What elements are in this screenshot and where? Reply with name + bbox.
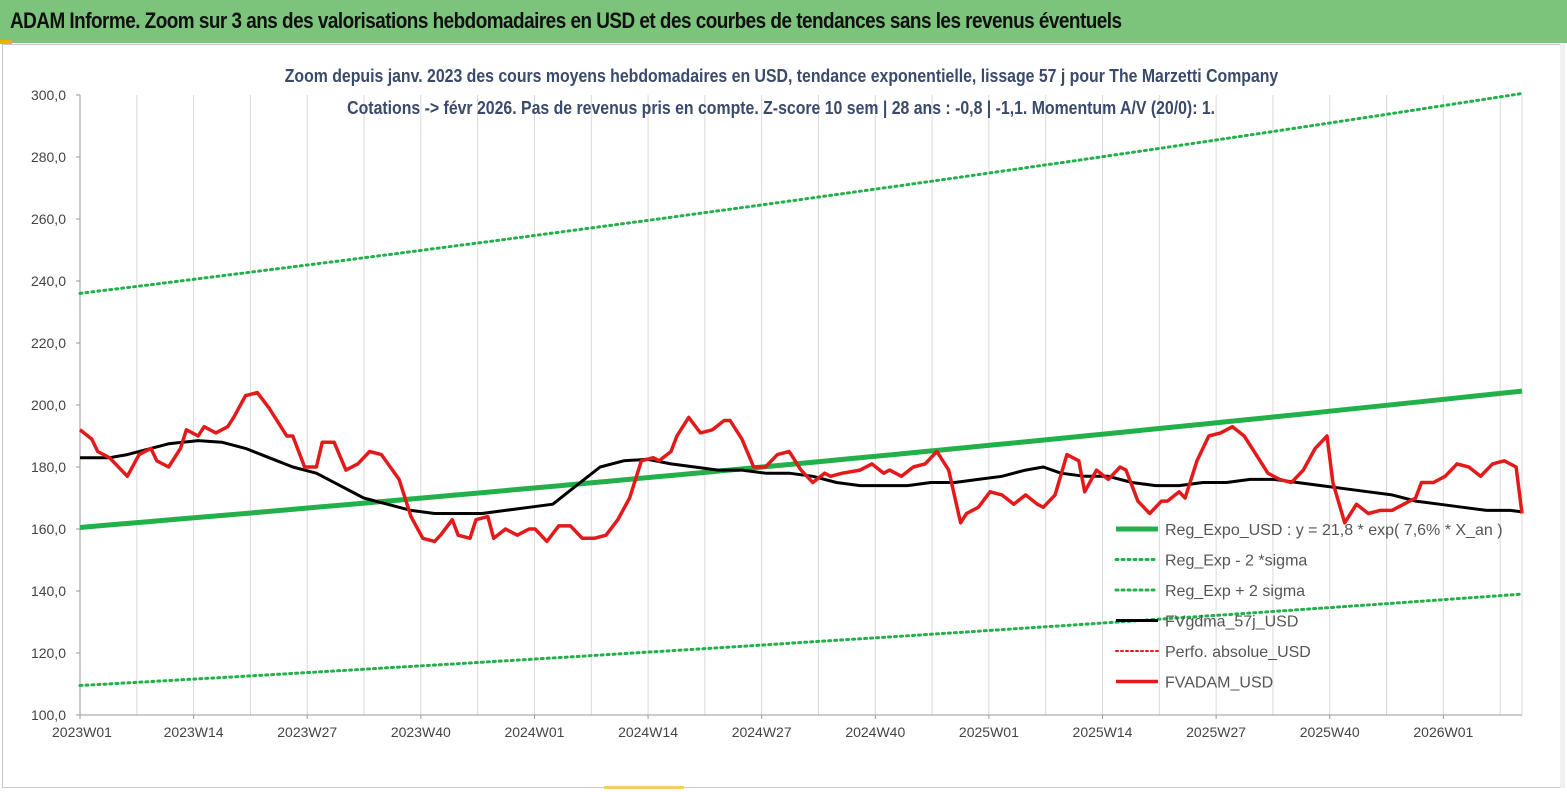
y-tick-label: 200,0 — [31, 397, 66, 413]
chart-title-line-1: Zoom depuis janv. 2023 des cours moyens … — [284, 66, 1278, 86]
legend-label: Reg_Exp - 2 *sigma — [1165, 553, 1307, 570]
x-tick-label: 2026W01 — [1413, 724, 1473, 740]
x-tick-label: 2023W14 — [164, 724, 224, 740]
x-tick-label: 2024W01 — [504, 724, 564, 740]
banner — [0, 0, 1567, 43]
x-tick-label: 2025W40 — [1300, 724, 1360, 740]
y-tick-label: 260,0 — [31, 211, 66, 227]
series — [78, 92, 1524, 687]
y-tick-label: 140,0 — [31, 583, 66, 599]
grid — [79, 95, 1523, 715]
series-exp-trend — [79, 388, 1523, 530]
banner-title: ADAM Informe. Zoom sur 3 ans des valoris… — [10, 8, 1122, 33]
legend-label: Reg_Expo_USD : y = 21,8 * exp( 7,6% * X_… — [1165, 522, 1503, 539]
legend-label: FVgdma_57j_USD — [1165, 614, 1298, 631]
banner-accent — [0, 40, 12, 44]
x-tick-label: 2025W01 — [959, 724, 1019, 740]
x-tick-label: 2024W14 — [618, 724, 678, 740]
bottom-accent — [604, 786, 684, 789]
series-upper-band — [78, 92, 1524, 295]
right-edge-shading — [1560, 44, 1565, 788]
y-tick-label: 240,0 — [31, 273, 66, 289]
axes: 100,0 120,0 140,0 160,0 180,0 200,0 220,0 240,0… — [31, 87, 1522, 740]
series-lower-band — [78, 592, 1524, 687]
x-tick-label: 2025W14 — [1073, 724, 1133, 740]
y-tick-label: 180,0 — [31, 459, 66, 475]
chart-title-line-2: Cotations -> févr 2026. Pas de revenus p… — [347, 98, 1215, 118]
y-tick-label: 220,0 — [31, 335, 66, 351]
x-tick-label: 2025W27 — [1186, 724, 1246, 740]
series-smoothed — [80, 439, 1523, 515]
x-tick-label: 2023W27 — [277, 724, 337, 740]
legend-label: FVADAM_USD — [1165, 675, 1273, 692]
y-tick-label: 100,0 — [31, 707, 66, 723]
legend-label: Reg_Exp + 2 sigma — [1165, 583, 1305, 600]
y-tick-label: 160,0 — [31, 521, 66, 537]
y-tick-label: 280,0 — [31, 149, 66, 165]
x-tick-label: 2024W27 — [732, 724, 792, 740]
x-tick-label: 2023W40 — [391, 724, 451, 740]
x-tick-label: 2023W01 — [52, 724, 112, 740]
series-price — [78, 390, 1524, 544]
y-tick-label: 120,0 — [31, 645, 66, 661]
y-tick-label: 300,0 — [31, 87, 66, 103]
legend: Reg_Expo_USD : y = 21,8 * exp( 7,6% * X_… — [1114, 522, 1503, 692]
x-tick-label: 2024W40 — [845, 724, 905, 740]
legend-label: Perfo. absolue_USD — [1165, 644, 1311, 661]
